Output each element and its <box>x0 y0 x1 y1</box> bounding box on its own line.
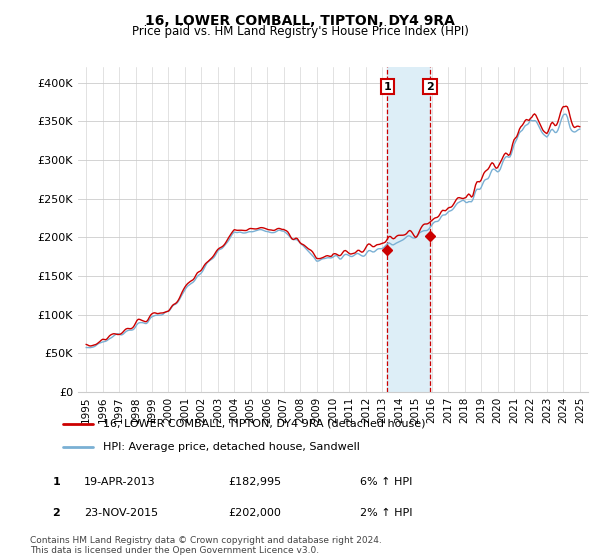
Text: 2: 2 <box>426 82 434 91</box>
Text: 2: 2 <box>53 508 60 518</box>
Text: 2% ↑ HPI: 2% ↑ HPI <box>360 508 413 518</box>
Text: 19-APR-2013: 19-APR-2013 <box>84 477 155 487</box>
Text: 6% ↑ HPI: 6% ↑ HPI <box>360 477 412 487</box>
Text: Price paid vs. HM Land Registry's House Price Index (HPI): Price paid vs. HM Land Registry's House … <box>131 25 469 38</box>
Text: £202,000: £202,000 <box>228 508 281 518</box>
Text: £182,995: £182,995 <box>228 477 281 487</box>
Bar <box>387 67 430 392</box>
Text: 16, LOWER COMBALL, TIPTON, DY4 9RA: 16, LOWER COMBALL, TIPTON, DY4 9RA <box>145 14 455 28</box>
Text: HPI: Average price, detached house, Sandwell: HPI: Average price, detached house, Sand… <box>103 442 361 452</box>
Text: 23-NOV-2015: 23-NOV-2015 <box>84 508 158 518</box>
Text: 1: 1 <box>383 82 391 91</box>
Text: Contains HM Land Registry data © Crown copyright and database right 2024.: Contains HM Land Registry data © Crown c… <box>30 536 382 545</box>
Text: This data is licensed under the Open Government Licence v3.0.: This data is licensed under the Open Gov… <box>30 545 319 555</box>
Text: 16, LOWER COMBALL, TIPTON, DY4 9RA (detached house): 16, LOWER COMBALL, TIPTON, DY4 9RA (deta… <box>103 419 426 429</box>
Text: 1: 1 <box>53 477 60 487</box>
